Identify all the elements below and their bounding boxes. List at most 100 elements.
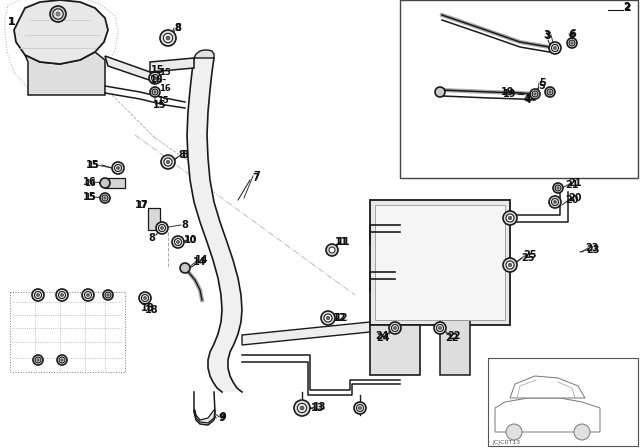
Circle shape bbox=[321, 311, 335, 325]
Polygon shape bbox=[25, 52, 105, 95]
Text: 23: 23 bbox=[586, 245, 600, 255]
Text: 10: 10 bbox=[184, 236, 196, 245]
Text: 18: 18 bbox=[145, 305, 159, 315]
Circle shape bbox=[107, 294, 109, 296]
Circle shape bbox=[358, 406, 362, 409]
Circle shape bbox=[149, 72, 161, 84]
Polygon shape bbox=[375, 205, 505, 320]
Circle shape bbox=[508, 216, 512, 220]
Circle shape bbox=[534, 93, 536, 95]
Text: 15: 15 bbox=[84, 193, 96, 202]
Circle shape bbox=[102, 195, 108, 201]
Circle shape bbox=[61, 359, 63, 361]
Circle shape bbox=[100, 178, 110, 188]
Text: 1: 1 bbox=[8, 17, 16, 27]
Text: 8: 8 bbox=[175, 23, 181, 33]
Circle shape bbox=[105, 292, 111, 298]
Text: 6: 6 bbox=[568, 30, 575, 40]
Circle shape bbox=[52, 9, 63, 19]
Circle shape bbox=[571, 42, 573, 44]
Text: 15: 15 bbox=[87, 160, 99, 169]
Polygon shape bbox=[150, 58, 194, 72]
Circle shape bbox=[436, 324, 444, 332]
Circle shape bbox=[567, 38, 577, 48]
Circle shape bbox=[86, 293, 90, 297]
Circle shape bbox=[82, 289, 94, 301]
Text: 9: 9 bbox=[219, 413, 225, 423]
Circle shape bbox=[163, 33, 173, 43]
Text: 2: 2 bbox=[623, 2, 630, 12]
Circle shape bbox=[33, 355, 43, 365]
Circle shape bbox=[545, 87, 555, 97]
Circle shape bbox=[32, 289, 44, 301]
Circle shape bbox=[180, 263, 190, 273]
Circle shape bbox=[547, 89, 553, 95]
Circle shape bbox=[394, 327, 397, 329]
Polygon shape bbox=[495, 398, 600, 432]
Text: 9: 9 bbox=[220, 412, 227, 422]
Circle shape bbox=[154, 77, 157, 79]
Circle shape bbox=[552, 44, 559, 52]
Circle shape bbox=[100, 193, 110, 203]
Circle shape bbox=[506, 424, 522, 440]
Circle shape bbox=[435, 87, 445, 97]
Polygon shape bbox=[242, 322, 370, 345]
FancyBboxPatch shape bbox=[400, 0, 638, 178]
Circle shape bbox=[438, 327, 442, 329]
Text: 19: 19 bbox=[503, 89, 516, 99]
Text: 11: 11 bbox=[337, 237, 351, 247]
Text: 16: 16 bbox=[150, 75, 164, 85]
Circle shape bbox=[166, 36, 170, 40]
Circle shape bbox=[141, 294, 148, 302]
Circle shape bbox=[139, 292, 151, 304]
Text: 7: 7 bbox=[253, 173, 259, 183]
Circle shape bbox=[58, 292, 65, 298]
Circle shape bbox=[548, 91, 551, 93]
Text: 20: 20 bbox=[565, 195, 579, 205]
Circle shape bbox=[177, 241, 179, 244]
Text: 6: 6 bbox=[570, 29, 577, 39]
Circle shape bbox=[294, 400, 310, 416]
Circle shape bbox=[329, 247, 335, 253]
Text: 16: 16 bbox=[159, 83, 171, 92]
Text: 15: 15 bbox=[159, 68, 171, 77]
Circle shape bbox=[104, 197, 106, 199]
Text: 13: 13 bbox=[311, 403, 324, 413]
Text: 15: 15 bbox=[83, 192, 97, 202]
Text: 5: 5 bbox=[539, 81, 545, 91]
Polygon shape bbox=[148, 208, 160, 230]
Text: 24: 24 bbox=[376, 333, 390, 343]
Text: 1: 1 bbox=[8, 17, 14, 27]
Circle shape bbox=[389, 322, 401, 334]
Text: 18: 18 bbox=[141, 303, 155, 313]
Circle shape bbox=[506, 261, 514, 269]
Circle shape bbox=[57, 355, 67, 365]
FancyBboxPatch shape bbox=[488, 358, 638, 446]
Text: 4: 4 bbox=[524, 94, 531, 104]
Text: 19: 19 bbox=[501, 87, 515, 97]
Text: 17: 17 bbox=[136, 201, 148, 210]
Circle shape bbox=[508, 263, 512, 267]
Text: 14: 14 bbox=[193, 257, 207, 267]
Text: 4: 4 bbox=[525, 95, 531, 105]
Text: 15: 15 bbox=[157, 95, 169, 104]
Circle shape bbox=[503, 258, 517, 272]
Circle shape bbox=[434, 322, 446, 334]
Text: 25: 25 bbox=[521, 253, 535, 263]
Circle shape bbox=[150, 87, 160, 97]
Circle shape bbox=[116, 167, 120, 169]
Circle shape bbox=[298, 403, 307, 413]
Circle shape bbox=[553, 183, 563, 193]
Polygon shape bbox=[105, 56, 155, 82]
Circle shape bbox=[549, 196, 561, 208]
Text: 25: 25 bbox=[524, 250, 537, 260]
Circle shape bbox=[56, 12, 60, 16]
Text: 16: 16 bbox=[83, 177, 97, 187]
Text: 8: 8 bbox=[175, 23, 181, 33]
Text: 5: 5 bbox=[540, 78, 547, 88]
Circle shape bbox=[164, 158, 172, 166]
Circle shape bbox=[156, 222, 168, 234]
Polygon shape bbox=[194, 50, 214, 58]
Polygon shape bbox=[370, 325, 420, 375]
Text: 17: 17 bbox=[135, 200, 148, 210]
